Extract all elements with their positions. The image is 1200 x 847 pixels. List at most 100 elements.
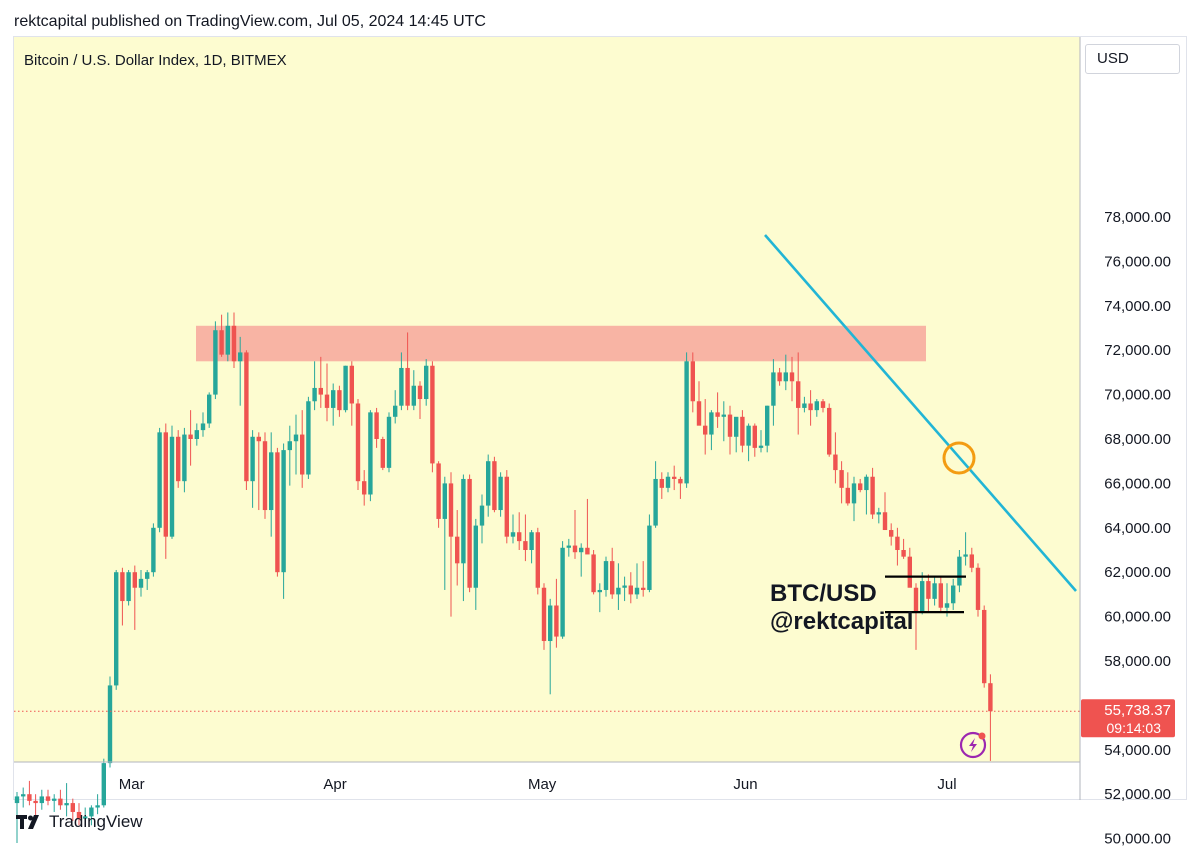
candle: [504, 470, 509, 544]
candle: [889, 523, 894, 546]
candle: [647, 514, 652, 593]
candle: [380, 436, 385, 471]
candle: [145, 569, 150, 590]
resistance-zone-layer: [196, 325, 926, 362]
candle: [703, 399, 708, 455]
candle: [281, 443, 286, 599]
candle: [585, 498, 590, 555]
candle: [114, 569, 119, 690]
candle: [684, 352, 689, 488]
candle: [324, 363, 330, 422]
x-tick-label: Jun: [733, 776, 757, 793]
tradingview-logo[interactable]: TradingView: [16, 812, 143, 832]
candle: [734, 416, 739, 453]
candle: [982, 605, 987, 688]
candle: [727, 405, 733, 455]
y-tick-label: 62,000.00: [1104, 564, 1171, 581]
y-tick-label: 60,000.00: [1104, 609, 1171, 626]
candle: [76, 803, 82, 826]
candle: [591, 550, 596, 595]
candle: [988, 674, 993, 761]
currency-selector[interactable]: USD: [1085, 44, 1180, 74]
candle: [355, 399, 361, 491]
candle: [262, 432, 268, 519]
annotation-layer: BTC/USD@rektcapital: [14, 234, 1080, 712]
candles-layer: [14, 312, 993, 844]
candle: [758, 430, 764, 453]
candle: [374, 407, 379, 448]
candle: [312, 361, 317, 411]
candle: [318, 356, 323, 408]
candle: [442, 476, 447, 590]
candle: [176, 430, 181, 488]
candle: [517, 512, 522, 550]
candle: [58, 789, 63, 810]
candle: [225, 312, 230, 362]
candle: [436, 461, 441, 528]
candle: [64, 783, 69, 817]
candle: [95, 794, 100, 815]
publisher-line: rektcapital published on TradingView.com…: [14, 13, 486, 30]
chart-background: [14, 37, 1080, 762]
candle: [696, 381, 702, 426]
y-tick-label: 58,000.00: [1104, 653, 1171, 670]
footer-brand: TradingView: [49, 812, 143, 831]
candle: [814, 399, 819, 417]
candle: [678, 476, 683, 499]
candle: [386, 412, 392, 473]
candle: [932, 576, 937, 606]
candle: [975, 563, 981, 617]
y-tick-label: 66,000.00: [1104, 475, 1171, 492]
candle: [89, 805, 94, 826]
tradingview-mark-icon: [16, 815, 39, 829]
candle: [628, 572, 633, 604]
candle: [566, 538, 571, 557]
candle: [287, 425, 292, 486]
candle: [486, 454, 491, 517]
candle: [479, 494, 485, 544]
candle: [70, 798, 75, 821]
x-tick-label: May: [528, 776, 557, 793]
candle: [634, 563, 640, 599]
candle: [523, 514, 528, 562]
candle: [231, 312, 237, 368]
chart-frame[interactable]: [13, 36, 1187, 800]
breakout-highlight-circle: [942, 441, 976, 475]
candle: [957, 550, 962, 593]
candle: [256, 432, 261, 511]
candle: [132, 565, 137, 630]
candle: [238, 336, 243, 406]
candle: [690, 352, 695, 413]
last-price-badge: [1081, 699, 1175, 738]
candle: [120, 567, 125, 626]
candle: [641, 561, 646, 597]
candle: [417, 381, 423, 420]
candle: [213, 321, 218, 400]
y-tick-label: 74,000.00: [1104, 298, 1171, 315]
candle: [833, 432, 838, 484]
candle: [802, 396, 807, 413]
candle: [963, 532, 968, 566]
candle: [138, 569, 144, 597]
candle: [293, 414, 299, 475]
candle: [709, 410, 714, 451]
y-tick-label: 72,000.00: [1104, 342, 1171, 359]
candle: [944, 583, 950, 617]
candle: [510, 514, 516, 544]
candle: [938, 576, 943, 613]
candle: [901, 538, 906, 559]
candle: [182, 427, 187, 493]
replay-icon[interactable]: [959, 731, 987, 759]
candle: [789, 356, 795, 402]
candle: [926, 574, 931, 613]
bar-countdown: 09:14:03: [1107, 720, 1162, 736]
candle: [52, 794, 57, 812]
candle: [659, 472, 664, 499]
candle: [33, 794, 38, 817]
candle: [603, 556, 609, 597]
candle: [541, 583, 547, 650]
candle: [529, 530, 534, 564]
descending-trendline: [764, 234, 1077, 592]
